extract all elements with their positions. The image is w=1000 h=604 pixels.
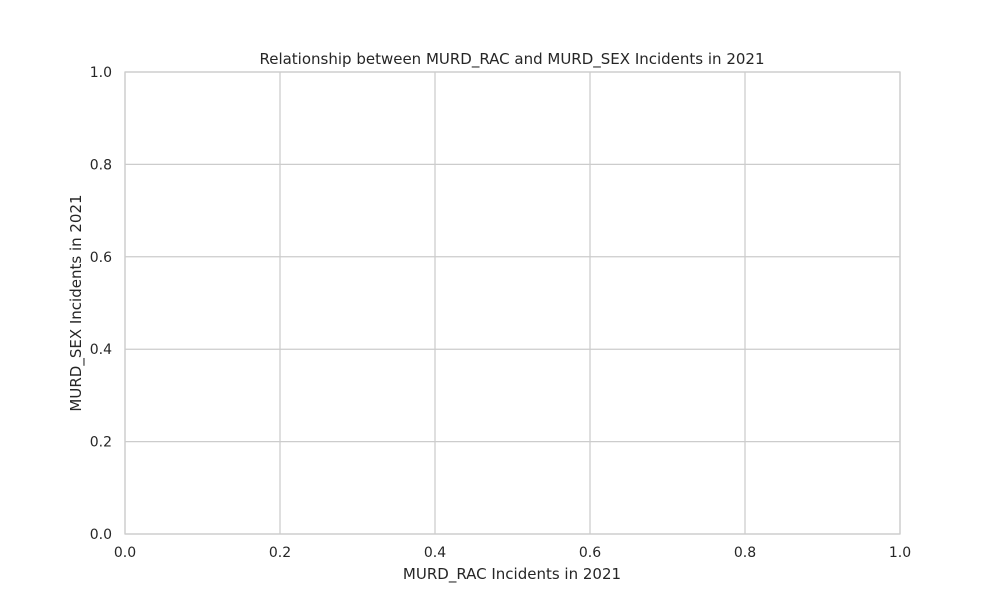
y-tick-label: 0.6: [90, 250, 112, 266]
x-tick-label: 0.0: [114, 545, 136, 561]
x-tick-label: 1.0: [889, 545, 911, 561]
x-tick-label: 0.4: [424, 545, 446, 561]
y-tick-labels: 0.0 0.2 0.4 0.6 0.8 1.0: [90, 65, 112, 543]
x-tick-label: 0.6: [579, 545, 601, 561]
y-tick-label: 0.0: [90, 527, 112, 543]
x-tick-labels: 0.0 0.2 0.4 0.6 0.8 1.0: [114, 545, 911, 561]
y-tick-label: 0.8: [90, 157, 112, 173]
chart-title: Relationship between MURD_RAC and MURD_S…: [259, 50, 764, 69]
plot-frame: [124, 71, 901, 535]
plot-area: [125, 72, 900, 534]
x-tick-label: 0.8: [734, 545, 756, 561]
y-tick-label: 1.0: [90, 65, 112, 81]
y-tick-label: 0.4: [90, 342, 112, 358]
x-tick-label: 0.2: [269, 545, 291, 561]
x-axis-label: MURD_RAC Incidents in 2021: [403, 565, 621, 584]
y-axis-label: MURD_SEX Incidents in 2021: [67, 194, 86, 411]
y-tick-label: 0.2: [90, 435, 112, 451]
